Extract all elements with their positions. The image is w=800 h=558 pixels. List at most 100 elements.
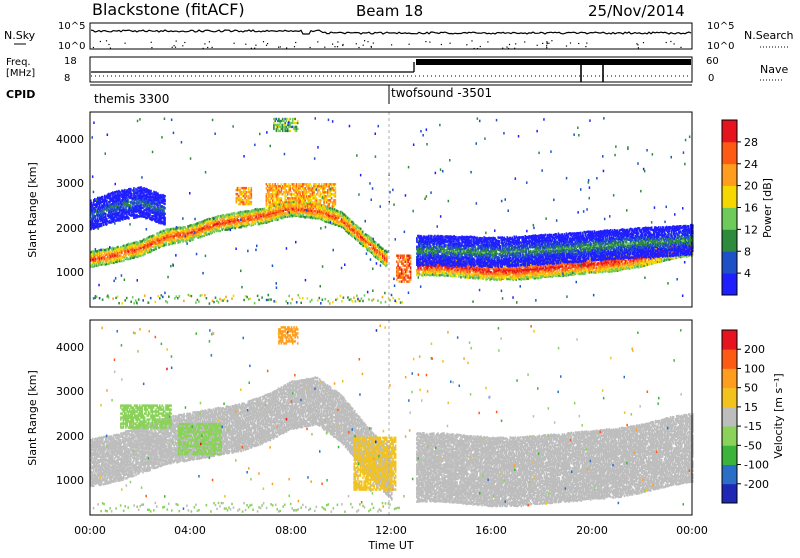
power-cell [425,257,427,259]
nsearch-point [670,41,671,42]
power-cell [121,260,123,262]
power-cell [455,275,457,277]
power-cell [182,239,184,241]
freq-tick-bottom: 8 [64,73,70,84]
nsearch-point [332,44,333,45]
nsearch-point [425,41,426,42]
nsearch-point [356,43,357,44]
freq-tick-top: 18 [64,56,77,67]
power-cell [444,275,446,277]
power-cell [428,235,430,237]
nsearch-point [151,42,152,43]
power-cell [240,214,242,216]
nsearch-point [546,47,547,48]
nsearch-point [125,43,126,44]
nsearch-point [207,47,208,48]
nsearch-point [480,46,481,47]
nsearch-point [546,41,547,42]
nsearch-point [409,44,410,45]
power-cell [382,248,384,250]
power-cell [655,258,657,260]
station-title: Blackstone (fitACF) [92,0,245,19]
power-cell [159,245,161,247]
nave-tick-top: 60 [706,56,719,67]
nsky-panel: N.Sky 10^5 10^0 10^5 10^0 N.Search [4,21,794,52]
nsearch-point [110,48,111,49]
beam-title: Beam 18 [356,2,423,20]
nsearch-point [245,44,246,45]
nsearch-point [674,43,675,44]
nsearch-point [174,45,175,46]
power-cell [627,262,629,264]
nsearch-point [294,46,295,47]
power-cell [188,229,190,231]
power-cell [249,223,251,225]
power-cell [673,258,675,260]
nsearch-point [203,48,204,49]
nsearch-point [106,40,107,41]
power-cell [416,237,418,239]
nsearch-point [666,42,667,43]
nsearch-point [546,45,547,46]
nsearch-point [547,42,548,43]
power-cell [155,246,157,248]
nsky-trace [91,30,691,49]
nsearch-point [364,40,365,41]
nsearch-point [508,48,509,49]
power-cell [232,225,234,227]
nsearch-point [371,47,372,48]
nsearch-point [172,47,173,48]
nsearch-point [266,45,267,46]
nsearch-point [502,48,503,49]
power-cell [421,269,423,271]
cpid-label: CPID [6,88,35,101]
nsearch-point [566,45,567,46]
nsearch-point [548,43,549,44]
nsearch-point [643,42,644,43]
power-cell [117,246,119,248]
nsearch-point [537,45,538,46]
nsearch-point [254,48,255,49]
nsearch-point [280,46,281,47]
power-cell [439,274,441,276]
nsearch-point [93,47,94,48]
nsearch-point [514,48,515,49]
nsearch-point [324,47,325,48]
nsearch-point [429,42,430,43]
date-title: 25/Nov/2014 [588,2,685,20]
nsearch-point [477,48,478,49]
power-cell [278,218,280,220]
nsearch-point [509,44,510,45]
nsearch-point [638,47,639,48]
nsky-tick-top: 10^5 [58,21,85,32]
power-panel: 1000 2000 3000 4000 Slant Range [km] [26,112,694,307]
nsearch-point [182,45,183,46]
cpid-bar: CPID themis 3300 twofsound -3501 [6,85,692,106]
nsearch-point [334,46,335,47]
power-cell [152,246,154,248]
power-cell [165,244,167,246]
nsearch-point [317,41,318,42]
power-cell [354,232,356,234]
power-cell [375,241,377,243]
nsearch-point [295,42,296,43]
power-cell [585,271,587,273]
freq-panel: Freq. [MHz] 18 8 60 0 Nave [6,56,788,84]
power-cell [423,264,425,266]
power-heatmap [90,117,694,305]
nsearch-point [466,44,467,45]
nsearch-point [487,41,488,42]
nsearch-point [342,45,343,46]
power-cell [551,269,553,271]
power-cell [153,249,155,251]
power-cell [219,230,221,232]
nsky-line [91,30,691,34]
power-cell [234,212,236,214]
nsearch-point [450,43,451,44]
nsearch-point [524,41,525,42]
power-cell [323,218,325,220]
power-cell [349,218,351,220]
nsearch-point [551,40,552,41]
nsearch-point [204,43,205,44]
